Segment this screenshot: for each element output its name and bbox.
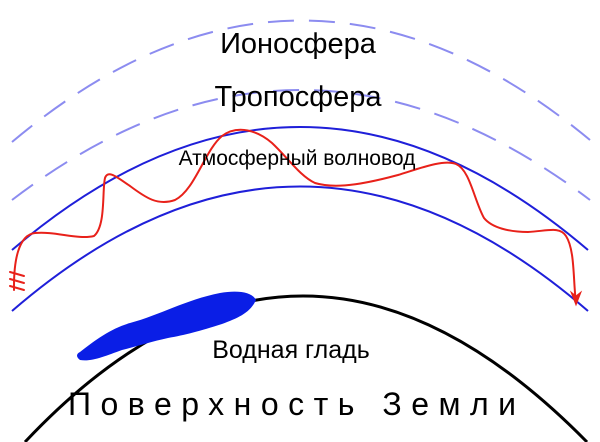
- troposphere-boundary: [11, 89, 591, 201]
- waveguide-upper-boundary: [11, 126, 589, 251]
- ionosphere-label: Ионосфера: [220, 28, 377, 60]
- water-label: Водная гладь: [212, 336, 369, 364]
- waveguide-lower-boundary: [11, 185, 589, 312]
- earth-surface: [23, 294, 589, 442]
- arrow-down-icon: [9, 271, 25, 291]
- ionosphere-boundary: [11, 19, 591, 143]
- earth-surface-label: Поверхность Земли: [68, 386, 526, 422]
- wave-path: [13, 128, 577, 304]
- arrow-down-icon: [569, 290, 583, 307]
- water-body: [77, 291, 256, 361]
- waveguide-label: Атмосферный волновод: [179, 147, 416, 170]
- troposphere-label: Тропосфера: [215, 81, 383, 113]
